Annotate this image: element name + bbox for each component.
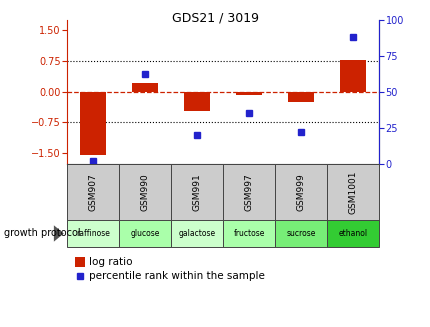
Text: ethanol: ethanol <box>338 229 367 238</box>
Bar <box>339 60 366 92</box>
Bar <box>326 220 378 247</box>
Bar <box>67 164 119 221</box>
Text: growth protocol: growth protocol <box>4 229 81 238</box>
Text: GSM997: GSM997 <box>244 173 253 211</box>
Text: GSM1001: GSM1001 <box>348 170 357 214</box>
Text: sucrose: sucrose <box>286 229 315 238</box>
Text: galactose: galactose <box>178 229 215 238</box>
Bar <box>184 92 209 111</box>
Bar <box>274 164 326 221</box>
Polygon shape <box>54 225 64 242</box>
Text: glucose: glucose <box>130 229 159 238</box>
Bar <box>119 164 171 221</box>
Bar <box>236 92 261 95</box>
Text: log ratio: log ratio <box>89 257 132 267</box>
Text: raffinose: raffinose <box>76 229 110 238</box>
Text: GSM990: GSM990 <box>140 173 149 211</box>
Bar <box>75 257 85 267</box>
Text: GSM991: GSM991 <box>192 173 201 211</box>
Bar <box>223 164 274 221</box>
Bar <box>288 92 313 102</box>
Bar <box>132 82 157 92</box>
Bar <box>171 164 223 221</box>
Bar <box>223 220 274 247</box>
Text: fructose: fructose <box>233 229 264 238</box>
Bar <box>119 220 171 247</box>
Text: GDS21 / 3019: GDS21 / 3019 <box>172 11 258 25</box>
Text: GSM907: GSM907 <box>88 173 97 211</box>
Bar <box>67 220 119 247</box>
Text: GSM999: GSM999 <box>296 173 305 211</box>
Bar <box>80 92 106 155</box>
Bar <box>171 220 223 247</box>
Bar <box>326 164 378 221</box>
Text: percentile rank within the sample: percentile rank within the sample <box>89 271 264 281</box>
Bar <box>274 220 326 247</box>
